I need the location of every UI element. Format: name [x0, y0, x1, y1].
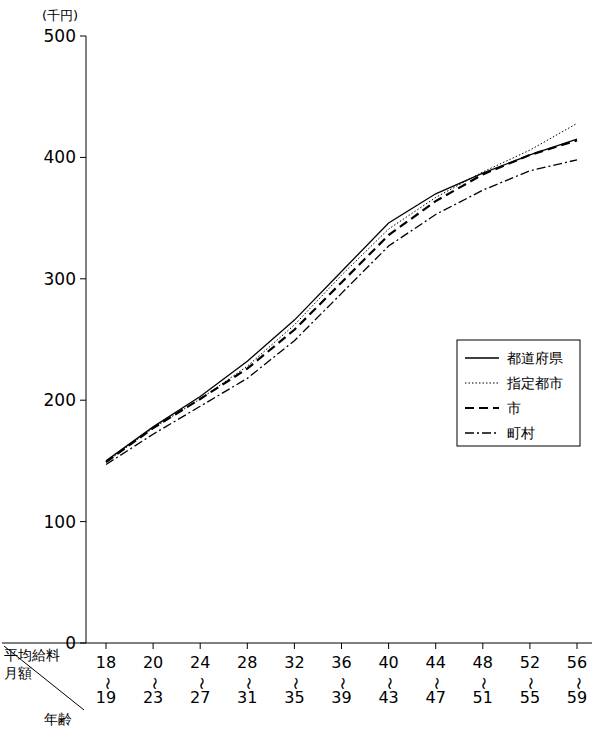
x-tick-label: 48〜51	[473, 653, 493, 707]
chart: 0 100 200 300 400 500 (千円) 平均給料月額年齢 18〜19 20〜23 24…	[0, 0, 615, 740]
x-tick-label-part: 40	[378, 653, 398, 672]
x-tick	[341, 643, 342, 649]
legend-label: 町村	[507, 425, 535, 441]
legend-label: 指定都市	[506, 375, 563, 391]
x-tick-label-part: 19	[96, 688, 116, 707]
x-tick-label-part: 51	[473, 688, 493, 707]
y-axis	[86, 36, 87, 643]
x-tick-label: 20〜23	[143, 653, 163, 707]
y-tick-label: 500	[44, 26, 76, 46]
x-tick	[435, 643, 436, 649]
x-tick-label: 36〜39	[331, 653, 351, 707]
x-label: 年齢	[44, 711, 72, 727]
x-tick	[247, 643, 248, 649]
x-tick	[529, 643, 530, 649]
y-tick-label: 0	[65, 633, 76, 653]
legend-box	[457, 340, 580, 446]
y-tick	[80, 521, 86, 522]
x-tick-label: 44〜47	[426, 653, 446, 707]
x-tick-label-part: 28	[237, 653, 257, 672]
x-tick-label-part: 27	[190, 688, 210, 707]
x-tick-label-part: 44	[426, 653, 446, 672]
x-tick	[388, 643, 389, 649]
x-tick	[200, 643, 201, 649]
x-tick-label: 28〜31	[237, 653, 257, 707]
x-tick-label-part: 35	[284, 688, 304, 707]
x-tick-label-part: 56	[567, 653, 587, 672]
x-tick-label-part: 55	[520, 688, 540, 707]
x-tick-label-part: 52	[520, 653, 540, 672]
x-tick-label-part: 18	[96, 653, 116, 672]
x-tick-label-part: 24	[190, 653, 210, 672]
x-tick-label: 40〜43	[378, 653, 398, 707]
x-tick	[482, 643, 483, 649]
x-tick-label-part: 59	[567, 688, 587, 707]
y-label-line: 月額	[4, 665, 32, 681]
x-tick-label-part: 36	[331, 653, 351, 672]
x-axis	[2, 643, 592, 644]
x-tick-label-part: 31	[237, 688, 257, 707]
x-tick-label: 32〜35	[284, 653, 304, 707]
legend-label: 都道府県	[507, 350, 563, 366]
plot-area	[106, 123, 577, 464]
y-unit: (千円)	[42, 8, 78, 23]
x-tick-label-part: 32	[284, 653, 304, 672]
x-tick-label-part: 43	[378, 688, 398, 707]
y-tick	[80, 278, 86, 279]
y-tick-label: 100	[44, 512, 76, 532]
x-tick-label-part: 48	[473, 653, 493, 672]
x-tick-label: 56〜59	[567, 653, 587, 707]
x-tick-label-part: 23	[143, 688, 163, 707]
x-tick-label-part: 20	[143, 653, 163, 672]
legend-swatch	[465, 432, 499, 433]
y-label-line: 平均給料	[4, 647, 60, 663]
y-tick	[80, 400, 86, 401]
series-line	[106, 140, 577, 462]
y-tick-label: 300	[44, 269, 76, 289]
x-tick	[153, 643, 154, 649]
x-tick-label-part: 47	[426, 688, 446, 707]
y-tick-label: 400	[44, 147, 76, 167]
corner-diagonal	[4, 646, 84, 710]
legend-swatch	[465, 357, 499, 358]
legend-label: 市	[507, 400, 521, 416]
x-tick-label-part: 39	[331, 688, 351, 707]
x-tick-label: 18〜19	[96, 653, 116, 707]
y-tick	[80, 157, 86, 158]
y-tick	[80, 36, 86, 37]
x-tick-label: 52〜55	[520, 653, 540, 707]
legend-swatch	[465, 383, 499, 384]
y-tick	[80, 643, 86, 644]
legend-swatch	[465, 407, 499, 409]
y-label: 平均給料月額	[4, 647, 60, 681]
x-tick	[577, 643, 578, 649]
x-tick-label: 24〜27	[190, 653, 210, 707]
legend: 都道府県指定都市市町村	[457, 340, 580, 446]
x-tick	[294, 643, 295, 649]
y-tick-label: 200	[44, 390, 76, 410]
x-tick	[106, 643, 107, 649]
